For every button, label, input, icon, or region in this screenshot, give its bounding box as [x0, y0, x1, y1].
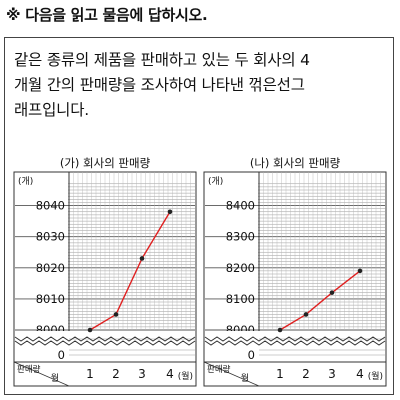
y-tick-label: 8300	[226, 230, 255, 244]
break-zone	[205, 331, 385, 362]
y-tick-label: 8100	[226, 292, 255, 306]
series-line	[279, 270, 361, 331]
y-label-column	[205, 173, 258, 330]
series-line	[89, 211, 171, 331]
question-line-3: 래프입니다.	[14, 101, 90, 119]
data-point	[357, 268, 363, 274]
corner-label-month: 월	[241, 372, 249, 384]
x-tick-label: 2	[112, 367, 120, 381]
corner-diagonal	[13, 361, 70, 387]
x-tick-label: 1	[86, 367, 94, 381]
axis-break-line	[14, 340, 196, 346]
x-tick-label: 4	[166, 367, 174, 381]
data-point	[139, 256, 145, 261]
question-line-2: 개월 간의 판매량을 조사하여 나타낸 꺾은선그	[14, 76, 305, 94]
question-line-1: 같은 종류의 제품을 판매하고 있는 두 회사의 4	[14, 51, 310, 69]
y-tick-label: 8200	[226, 261, 255, 275]
chart-title: (가) 회사의 판매량	[60, 156, 151, 170]
corner-label-sales: 판매량	[207, 364, 231, 375]
x-tick-label: 3	[328, 367, 336, 381]
y-unit-label: (개)	[18, 176, 33, 187]
axis-break-line	[204, 336, 386, 342]
x-tick-label: 1	[276, 367, 284, 381]
data-point	[87, 327, 93, 333]
axis-break-line	[14, 336, 196, 342]
data-point	[303, 312, 309, 317]
corner-diagonal	[203, 361, 260, 387]
x-tick-label: 3	[138, 367, 146, 381]
x-tick-label: 4	[356, 367, 364, 381]
y-tick-label: 8010	[36, 292, 65, 306]
y-zero-label: 0	[248, 348, 255, 362]
y-tick-label: 8020	[36, 261, 65, 275]
y-tick-label: 8040	[36, 199, 65, 213]
instruction-text: ※ 다음을 읽고 물음에 답하시오.	[6, 6, 208, 24]
data-point	[277, 327, 283, 333]
y-label-column	[15, 173, 68, 330]
x-unit-label: (월)	[178, 370, 193, 382]
chart-title: (나) 회사의 판매량	[250, 156, 341, 170]
question-text: 같은 종류의 제품을 판매하고 있는 두 회사의 4 개월 간의 판매량을 조사…	[14, 48, 386, 123]
y-unit-label: (개)	[208, 176, 223, 187]
corner-label-month: 월	[51, 372, 59, 384]
data-point	[113, 312, 119, 317]
axis-break-line	[204, 340, 386, 346]
x-tick-label: 2	[302, 367, 310, 381]
y-tick-label: 8400	[226, 199, 255, 213]
y-zero-label: 0	[58, 348, 65, 362]
x-unit-label: (월)	[368, 370, 383, 382]
y-tick-label: 8030	[36, 230, 65, 244]
break-zone	[15, 331, 195, 362]
data-point	[167, 209, 173, 215]
data-point	[329, 290, 335, 295]
corner-label-sales: 판매량	[17, 364, 41, 375]
